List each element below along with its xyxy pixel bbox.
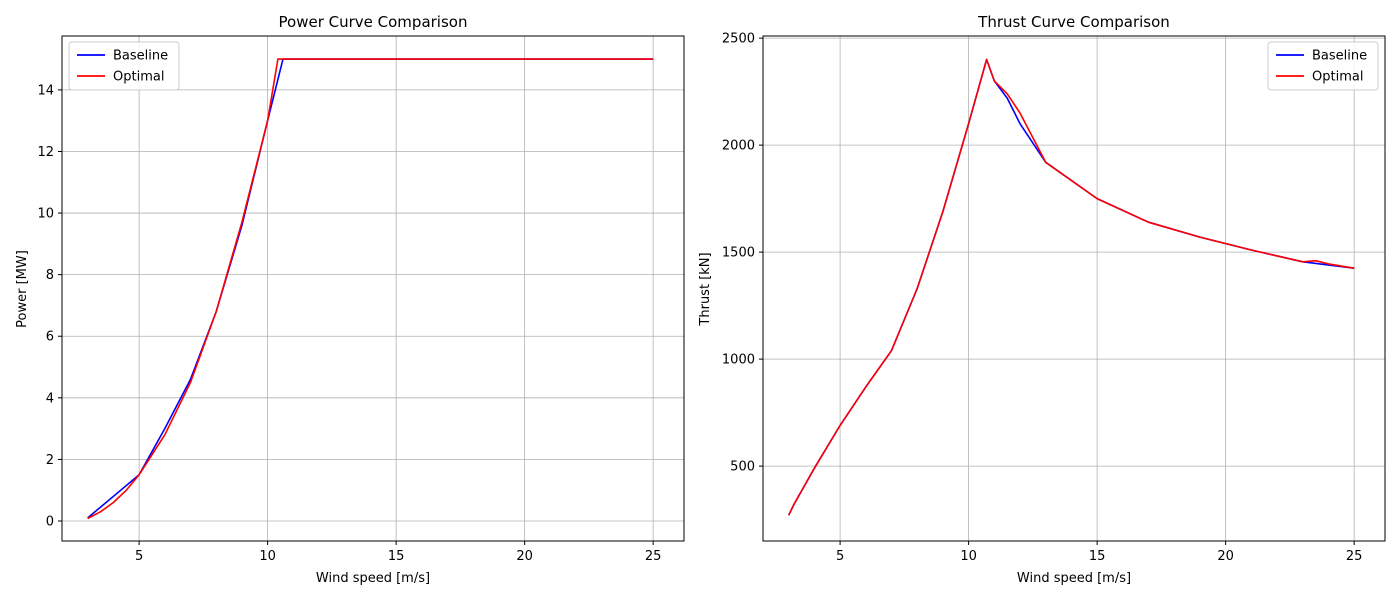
power-series-line-baseline [87, 58, 654, 519]
thrust-y-tick-label: 1000 [722, 353, 755, 368]
power-legend: Baseline Optimal [68, 41, 180, 91]
power-x-tick-label: 10 [259, 549, 276, 564]
thrust-x-tick-label: 15 [1089, 549, 1106, 564]
power-y-tick-label: 4 [46, 391, 54, 406]
power-axes-frame [61, 35, 685, 542]
thrust-x-tick-label: 25 [1346, 549, 1363, 564]
thrust-y-tick-label: 2500 [722, 32, 755, 47]
thrust-x-axis-label: Wind speed [m/s] [1017, 571, 1131, 586]
power-x-tick-label: 20 [516, 549, 533, 564]
power-chart-title: Power Curve Comparison [279, 13, 468, 31]
power-legend-label-baseline: Baseline [113, 49, 168, 64]
power-y-tick-label: 6 [46, 330, 54, 345]
thrust-y-axis-label: Thrust [kN] [698, 252, 713, 326]
power-x-tick-label: 5 [135, 549, 143, 564]
thrust-plot-area [763, 36, 1385, 541]
thrust-y-tick-label: 2000 [722, 139, 755, 154]
thrust-legend: Baseline Optimal [1267, 41, 1379, 91]
thrust-curve-panel: Thrust Curve Comparison Wind speed [m/s]… [698, 13, 1386, 586]
power-y-tick-label: 2 [46, 453, 54, 468]
thrust-chart-title: Thrust Curve Comparison [977, 13, 1170, 31]
power-y-tick-label: 10 [37, 207, 54, 222]
power-x-axis-label: Wind speed [m/s] [316, 571, 430, 586]
power-y-axis-label: Power [MW] [15, 250, 30, 328]
power-plot-area [62, 36, 684, 541]
thrust-series-line-optimal [787, 58, 1355, 516]
power-x-tick-label: 15 [388, 549, 405, 564]
thrust-x-tick-label: 10 [960, 549, 977, 564]
power-curve-panel: Power Curve Comparison Wind speed [m/s] … [15, 13, 685, 586]
thrust-x-tick-label: 20 [1217, 549, 1234, 564]
thrust-series-line-baseline [787, 58, 1355, 516]
thrust-legend-box [1267, 41, 1379, 91]
thrust-x-tick-label: 5 [836, 549, 844, 564]
power-legend-box [68, 41, 180, 91]
thrust-legend-label-baseline: Baseline [1312, 49, 1367, 64]
power-y-tick-label: 0 [46, 514, 54, 529]
power-series-line-optimal [87, 58, 654, 520]
power-y-tick-label: 12 [37, 145, 54, 160]
thrust-axes-frame [762, 35, 1386, 542]
thrust-y-tick-label: 500 [730, 460, 755, 475]
power-legend-label-optimal: Optimal [113, 70, 164, 85]
power-x-tick-label: 25 [645, 549, 662, 564]
thrust-y-tick-label: 1500 [722, 246, 755, 261]
thrust-legend-label-optimal: Optimal [1312, 70, 1363, 85]
power-y-tick-label: 14 [37, 83, 54, 98]
power-y-tick-label: 8 [46, 268, 54, 283]
